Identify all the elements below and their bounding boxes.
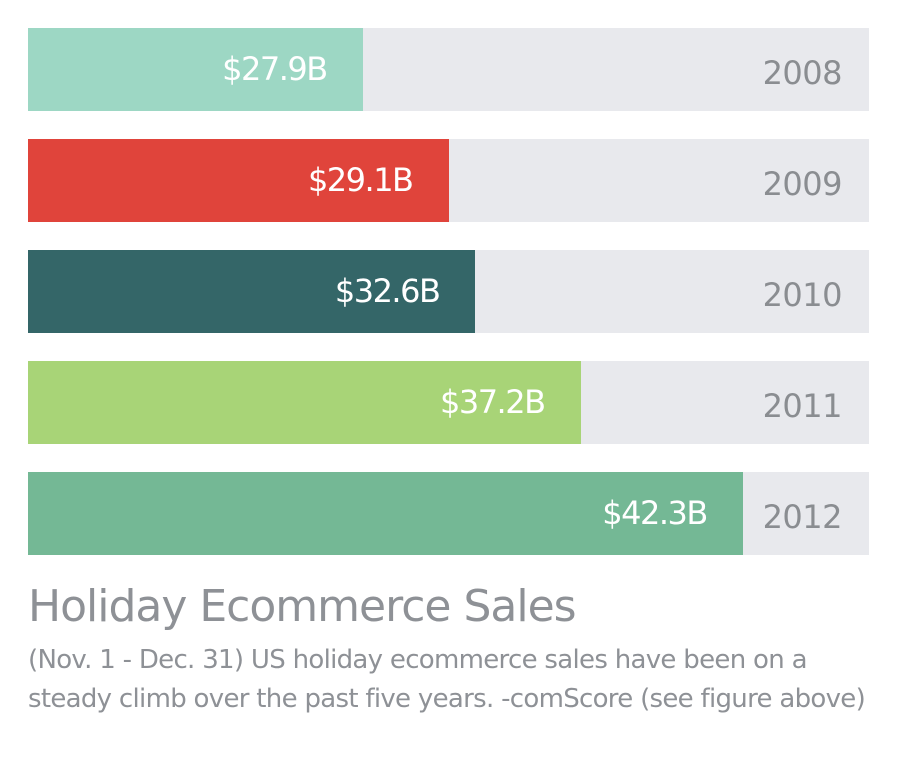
bar-2008: $27.9B xyxy=(28,28,363,111)
value-label: $32.6B xyxy=(334,272,441,310)
bar-chart: $27.9B 2008 $29.1B 2009 $32.6B 2010 $37.2B 2011… xyxy=(28,28,869,583)
bar-2010: $32.6B xyxy=(28,250,476,333)
category-label: 2009 xyxy=(762,165,843,203)
bar-row-2008: $27.9B 2008 xyxy=(28,28,869,111)
chart-title: Holiday Ecommerce Sales xyxy=(28,581,577,632)
value-label: $37.2B xyxy=(439,383,546,421)
chart-caption: (Nov. 1 - Dec. 31) US holiday ecommerce … xyxy=(28,645,866,714)
bar-2009: $29.1B xyxy=(28,139,449,222)
value-label: $27.9B xyxy=(222,50,328,88)
category-label: 2011 xyxy=(762,387,843,425)
bar-row-2011: $37.2B 2011 xyxy=(28,361,869,444)
bar-row-2009: $29.1B 2009 xyxy=(28,139,869,222)
bar-row-2010: $32.6B 2010 xyxy=(28,250,869,333)
category-label: 2010 xyxy=(762,276,843,314)
category-label: 2012 xyxy=(762,498,843,536)
category-label: 2008 xyxy=(762,54,843,92)
bar-row-2012: $42.3B 2012 xyxy=(28,472,869,555)
bar-2012: $42.3B xyxy=(28,472,743,555)
bar-2011: $37.2B xyxy=(28,361,581,444)
value-label: $29.1B xyxy=(307,161,414,199)
value-label: $42.3B xyxy=(602,494,708,532)
